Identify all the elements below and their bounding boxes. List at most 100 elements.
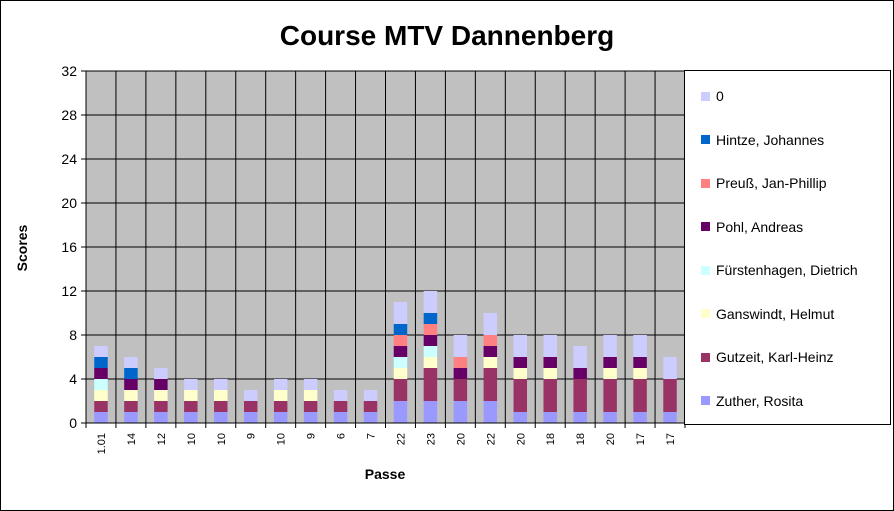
bar-segment xyxy=(633,412,647,423)
legend-swatch xyxy=(701,135,710,144)
bar-segment xyxy=(214,401,228,412)
bar-segment xyxy=(633,357,647,368)
bar-segment xyxy=(513,368,528,379)
x-tick-label: 6 xyxy=(336,433,348,439)
bar-segment xyxy=(214,412,228,423)
bar-segment xyxy=(423,291,438,313)
bar-segment xyxy=(423,324,438,335)
bar-segment xyxy=(273,379,288,390)
bar-segment xyxy=(393,357,408,368)
bar-segment xyxy=(363,401,378,412)
x-axis-label: Passe xyxy=(364,466,406,482)
bar-segment xyxy=(214,379,228,390)
legend-label: 0 xyxy=(716,88,724,104)
bar-segment xyxy=(214,390,228,401)
bar-segment xyxy=(124,368,138,379)
bar-segment xyxy=(603,335,617,357)
legend-swatch xyxy=(701,91,710,101)
legend-label: Zuther, Rosita xyxy=(716,392,804,409)
legend-label: Fürstenhagen, Dietrich xyxy=(716,262,858,278)
bar-segment xyxy=(393,302,408,324)
bar-segment xyxy=(633,368,647,379)
x-tick-label: 10 xyxy=(276,433,288,445)
x-tick-label: 7 xyxy=(366,433,378,439)
bar-segment xyxy=(423,346,438,357)
x-tick-label: 1.01 xyxy=(96,433,108,454)
bar-segment xyxy=(303,379,318,390)
legend-swatch xyxy=(701,396,710,405)
bar-segment xyxy=(184,401,198,412)
bar-segment xyxy=(154,368,168,379)
bar-segment xyxy=(483,346,498,357)
bar-segment xyxy=(513,379,528,412)
chart-title: Course MTV Dannenberg xyxy=(279,20,615,51)
bar-segment xyxy=(663,357,677,379)
bar-segment xyxy=(184,379,198,390)
bar-segment xyxy=(303,390,318,401)
legend-swatch xyxy=(701,309,710,318)
x-tick-label: 20 xyxy=(605,433,617,445)
legend-item: Ganswindt, Helmut xyxy=(701,306,834,322)
bar-segment xyxy=(423,313,438,324)
bar-segment xyxy=(393,346,408,357)
bar-segment xyxy=(513,412,528,423)
legend-item: 0 xyxy=(701,88,724,104)
bar-segment xyxy=(543,412,557,423)
y-tick-label: 20 xyxy=(61,195,77,211)
bar-segment xyxy=(333,412,348,423)
x-tick-label: 9 xyxy=(246,433,258,439)
x-tick-label: 14 xyxy=(126,433,138,445)
bar-segment xyxy=(543,357,557,368)
bar-segment xyxy=(543,368,557,379)
bar-segment xyxy=(453,368,468,379)
bar-segment xyxy=(543,379,557,412)
bar-segment xyxy=(453,335,468,357)
y-tick-label: 0 xyxy=(69,415,77,431)
bar-segment xyxy=(273,390,288,401)
x-tick-label: 10 xyxy=(216,433,228,445)
x-tick-label: 10 xyxy=(186,433,198,445)
bar-segment xyxy=(543,335,557,357)
bar-segment xyxy=(633,335,647,357)
bar-segment xyxy=(513,335,528,357)
bar-segment xyxy=(94,346,108,357)
legend-label: Hintze, Johannes xyxy=(716,131,825,148)
x-tick-label: 23 xyxy=(425,433,437,445)
bar-segment xyxy=(483,401,498,423)
bar-segment xyxy=(603,357,617,368)
x-tick-label: 20 xyxy=(515,433,527,445)
x-tick-label: 22 xyxy=(395,433,407,445)
bar-segment xyxy=(363,412,378,423)
bar-segment xyxy=(94,390,108,401)
bar-segment xyxy=(393,379,408,401)
legend: 0 Hintze, Johannes Preuß, Jan-Phillip Pohl,… xyxy=(684,70,891,425)
bar-segment xyxy=(423,368,438,401)
legend-item: Fürstenhagen, Dietrich xyxy=(701,262,858,278)
legend-swatch xyxy=(701,222,710,231)
bar-segment xyxy=(124,357,138,368)
bar-segment xyxy=(154,401,168,412)
y-tick-label: 16 xyxy=(61,239,77,255)
bar-segment xyxy=(573,379,587,412)
bar-segment xyxy=(124,401,138,412)
x-tick-label: 12 xyxy=(156,433,168,445)
legend-label: Ganswindt, Helmut xyxy=(716,305,835,322)
bar-segment xyxy=(393,401,408,423)
legend-label: Pohl, Andreas xyxy=(716,218,804,235)
legend-swatch xyxy=(701,352,710,362)
bar-segment xyxy=(273,401,288,412)
x-tick-label: 17 xyxy=(635,433,647,445)
bar-segment xyxy=(423,357,438,368)
legend-item: Gutzeit, Karl-Heinz xyxy=(701,349,833,365)
x-tick-label: 20 xyxy=(455,433,467,445)
bar-segment xyxy=(423,335,438,346)
bar-segment xyxy=(94,357,108,368)
bar-segment xyxy=(483,313,498,335)
y-tick-label: 4 xyxy=(69,371,77,387)
bar-segment xyxy=(184,390,198,401)
y-tick-label: 24 xyxy=(61,151,77,167)
bar-segment xyxy=(154,412,168,423)
x-tick-label: 22 xyxy=(485,433,497,445)
x-tick-label: 18 xyxy=(575,433,587,445)
bar-segment xyxy=(633,379,647,412)
